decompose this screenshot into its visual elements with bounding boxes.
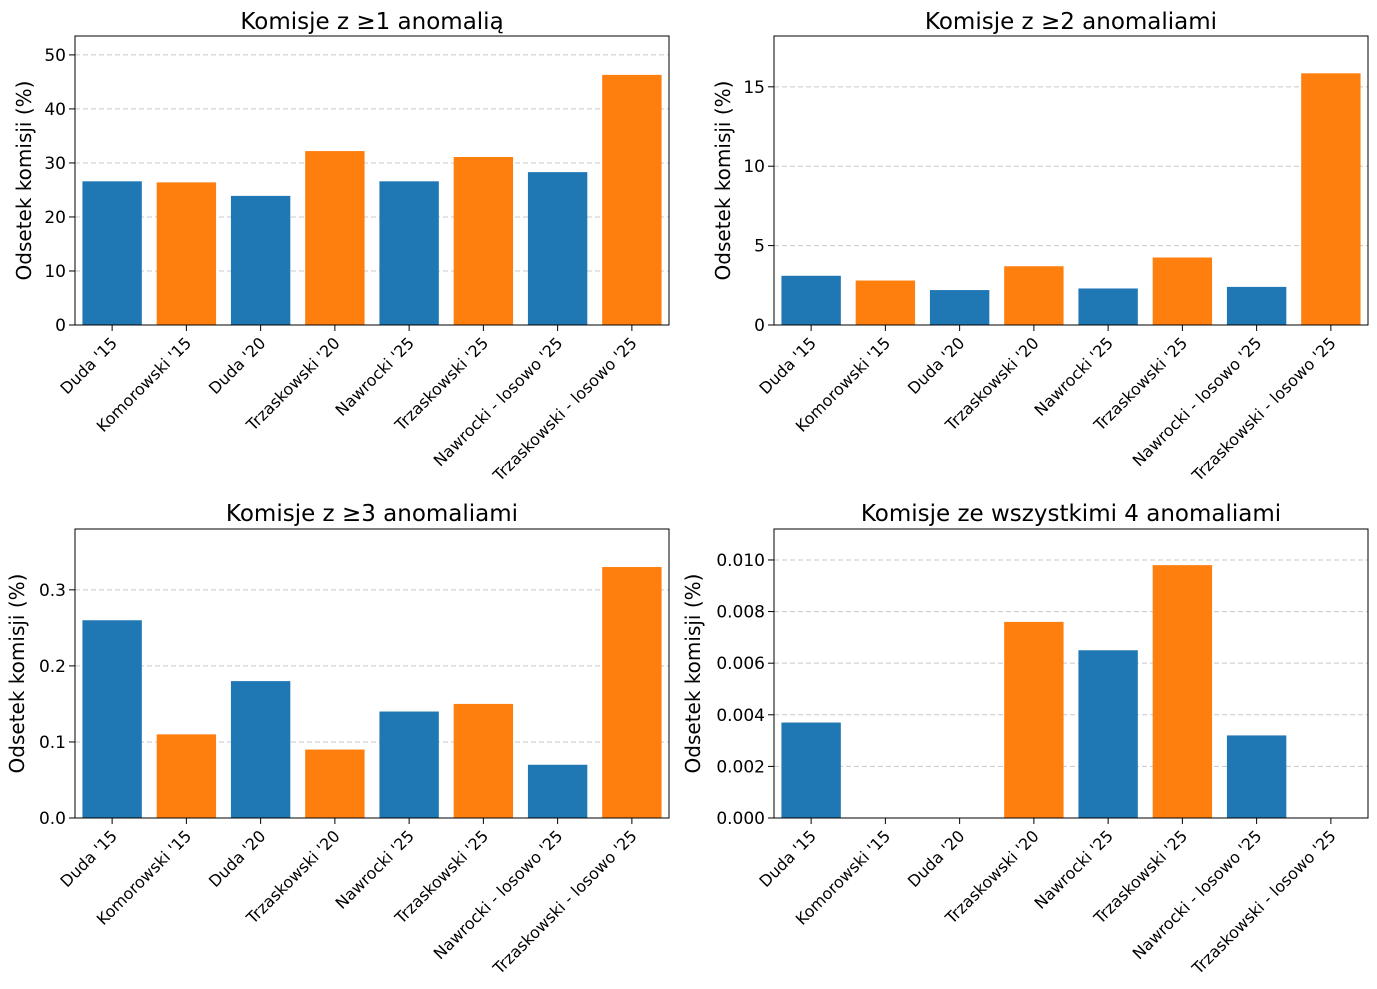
bar-trzaskowski-25 bbox=[1152, 257, 1213, 325]
bar-komorowski-15 bbox=[156, 182, 217, 325]
bar-trzaskowski-20 bbox=[305, 749, 365, 818]
bar-nawrocki-losowo-25 bbox=[527, 172, 588, 325]
x-tick-label: Nawrocki - losowo '25 bbox=[1129, 826, 1266, 963]
x-tick-label: Nawrocki - losowo '25 bbox=[430, 826, 567, 963]
y-tick-label: 0.006 bbox=[716, 654, 765, 674]
bar-duda-15 bbox=[82, 620, 142, 818]
chart-title: Komisje z ≥3 anomaliami bbox=[226, 501, 518, 527]
chart-panel-4: Komisje ze wszystkimi 4 anomaliami Odsete… bbox=[681, 501, 1369, 979]
y-tick-label: 40 bbox=[44, 100, 66, 120]
axes-frame bbox=[773, 528, 1369, 819]
bar-duda-15 bbox=[781, 275, 841, 325]
x-tick-label: Duda '15 bbox=[755, 333, 820, 398]
chart-panel-3: Komisje z ≥3 anomaliami Odsetek komisji (… bbox=[5, 501, 670, 979]
y-tick-label: 0.3 bbox=[39, 581, 66, 601]
bar-nawrocki-losowo-25 bbox=[1226, 286, 1287, 325]
chart-title: Komisje ze wszystkimi 4 anomaliami bbox=[861, 501, 1281, 527]
x-tick-label: Nawrocki - losowo '25 bbox=[430, 333, 567, 470]
y-tick-label: 50 bbox=[44, 46, 66, 66]
y-axis-label: Odsetek komisji (%) bbox=[681, 574, 705, 774]
bar-nawrocki-losowo-25 bbox=[1226, 735, 1287, 818]
y-tick-label: 0 bbox=[754, 316, 765, 336]
chart-panel-1: Komisje z ≥1 anomalią Odsetek komisji (%)… bbox=[12, 9, 670, 486]
bar-nawrocki-25 bbox=[1078, 288, 1138, 325]
bar-duda-15 bbox=[781, 722, 841, 818]
y-tick-label: 0.2 bbox=[39, 657, 66, 677]
bar-trzaskowski-20 bbox=[1004, 266, 1064, 325]
bar-trzaskowski-losowo-25 bbox=[602, 567, 662, 818]
y-axis-label: Odsetek komisji (%) bbox=[12, 81, 36, 281]
chart-title: Komisje z ≥2 anomaliami bbox=[925, 9, 1217, 35]
bar-trzaskowski-20 bbox=[1004, 621, 1064, 818]
bar-trzaskowski-25 bbox=[453, 157, 514, 325]
bar-trzaskowski-25 bbox=[453, 703, 514, 818]
x-tick-label: Trzaskowski - losowo '25 bbox=[489, 826, 641, 978]
bar-komorowski-15 bbox=[855, 280, 916, 325]
y-tick-label: 15 bbox=[743, 78, 765, 98]
y-tick-label: 10 bbox=[44, 262, 66, 282]
bar-trzaskowski-losowo-25 bbox=[1301, 73, 1361, 325]
y-axis-label: Odsetek komisji (%) bbox=[711, 81, 735, 281]
chart-title: Komisje z ≥1 anomalią bbox=[240, 9, 503, 35]
x-tick-label: Duda '20 bbox=[904, 333, 969, 398]
y-tick-label: 0 bbox=[55, 316, 66, 336]
x-tick-label: Duda '15 bbox=[56, 826, 121, 891]
x-tick-label: Trzaskowski - losowo '25 bbox=[489, 333, 641, 485]
chart-panel-2: Komisje z ≥2 anomaliami Odsetek komisji (… bbox=[711, 9, 1369, 486]
x-tick-label: Duda '15 bbox=[755, 826, 820, 891]
bar-nawrocki-losowo-25 bbox=[527, 764, 588, 818]
bar-komorowski-15 bbox=[156, 734, 217, 818]
bar-duda-20 bbox=[929, 290, 990, 325]
y-tick-label: 0.002 bbox=[716, 757, 765, 777]
y-tick-label: 0.004 bbox=[716, 706, 765, 726]
y-tick-label: 30 bbox=[44, 154, 66, 174]
y-tick-label: 5 bbox=[754, 237, 765, 257]
x-tick-label: Duda '15 bbox=[56, 333, 121, 398]
bar-trzaskowski-25 bbox=[1152, 565, 1213, 818]
x-tick-label: Nawrocki - losowo '25 bbox=[1129, 333, 1266, 470]
x-tick-label: Trzaskowski - losowo '25 bbox=[1188, 826, 1340, 978]
y-tick-label: 0.0 bbox=[39, 809, 66, 829]
y-tick-label: 10 bbox=[743, 157, 765, 177]
bar-duda-20 bbox=[230, 681, 291, 818]
bar-duda-15 bbox=[82, 181, 142, 325]
x-tick-label: Duda '20 bbox=[205, 826, 270, 891]
x-tick-label: Duda '20 bbox=[205, 333, 270, 398]
axes-frame bbox=[74, 528, 670, 819]
bar-trzaskowski-losowo-25 bbox=[602, 74, 662, 325]
y-tick-label: 0.000 bbox=[716, 809, 765, 829]
axes-frame bbox=[773, 35, 1369, 326]
axes-frame bbox=[74, 35, 670, 326]
y-tick-label: 0.1 bbox=[39, 733, 66, 753]
y-tick-label: 0.010 bbox=[716, 551, 765, 571]
x-tick-label: Trzaskowski - losowo '25 bbox=[1188, 333, 1340, 485]
bar-nawrocki-25 bbox=[1078, 650, 1138, 818]
bar-trzaskowski-20 bbox=[305, 151, 365, 325]
x-tick-label: Duda '20 bbox=[904, 826, 969, 891]
bar-duda-20 bbox=[230, 195, 291, 325]
bar-nawrocki-25 bbox=[379, 711, 439, 818]
y-tick-label: 0.008 bbox=[716, 603, 765, 623]
bar-nawrocki-25 bbox=[379, 181, 439, 325]
y-axis-label: Odsetek komisji (%) bbox=[5, 574, 29, 774]
y-tick-label: 20 bbox=[44, 208, 66, 228]
